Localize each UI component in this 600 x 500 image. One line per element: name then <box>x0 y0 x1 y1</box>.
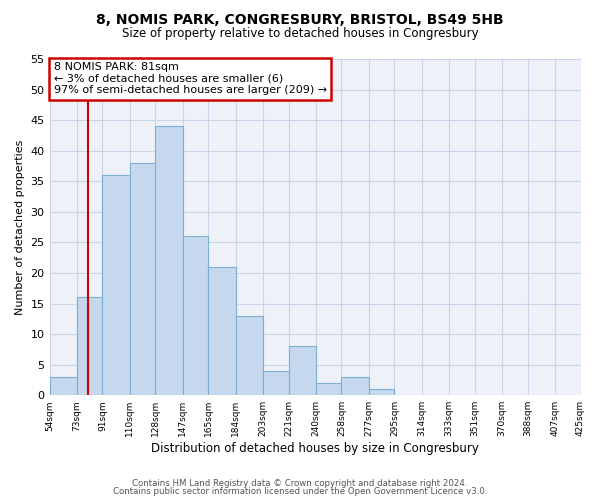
Bar <box>130 163 155 395</box>
Text: 8 NOMIS PARK: 81sqm
← 3% of detached houses are smaller (6)
97% of semi-detached: 8 NOMIS PARK: 81sqm ← 3% of detached hou… <box>54 62 327 96</box>
Bar <box>263 371 289 395</box>
Text: Size of property relative to detached houses in Congresbury: Size of property relative to detached ho… <box>122 28 478 40</box>
Bar <box>182 236 208 395</box>
Bar <box>50 377 77 395</box>
Bar <box>236 316 263 395</box>
Bar <box>368 389 394 395</box>
Text: Contains public sector information licensed under the Open Government Licence v3: Contains public sector information licen… <box>113 487 487 496</box>
Y-axis label: Number of detached properties: Number of detached properties <box>15 140 25 315</box>
Text: Contains HM Land Registry data © Crown copyright and database right 2024.: Contains HM Land Registry data © Crown c… <box>132 478 468 488</box>
Bar <box>155 126 182 395</box>
Text: 8, NOMIS PARK, CONGRESBURY, BRISTOL, BS49 5HB: 8, NOMIS PARK, CONGRESBURY, BRISTOL, BS4… <box>96 12 504 26</box>
Bar <box>316 383 341 395</box>
Bar <box>289 346 316 395</box>
Bar <box>208 267 236 395</box>
Bar <box>103 175 130 395</box>
Bar <box>77 298 103 395</box>
Bar <box>341 377 368 395</box>
X-axis label: Distribution of detached houses by size in Congresbury: Distribution of detached houses by size … <box>151 442 479 455</box>
